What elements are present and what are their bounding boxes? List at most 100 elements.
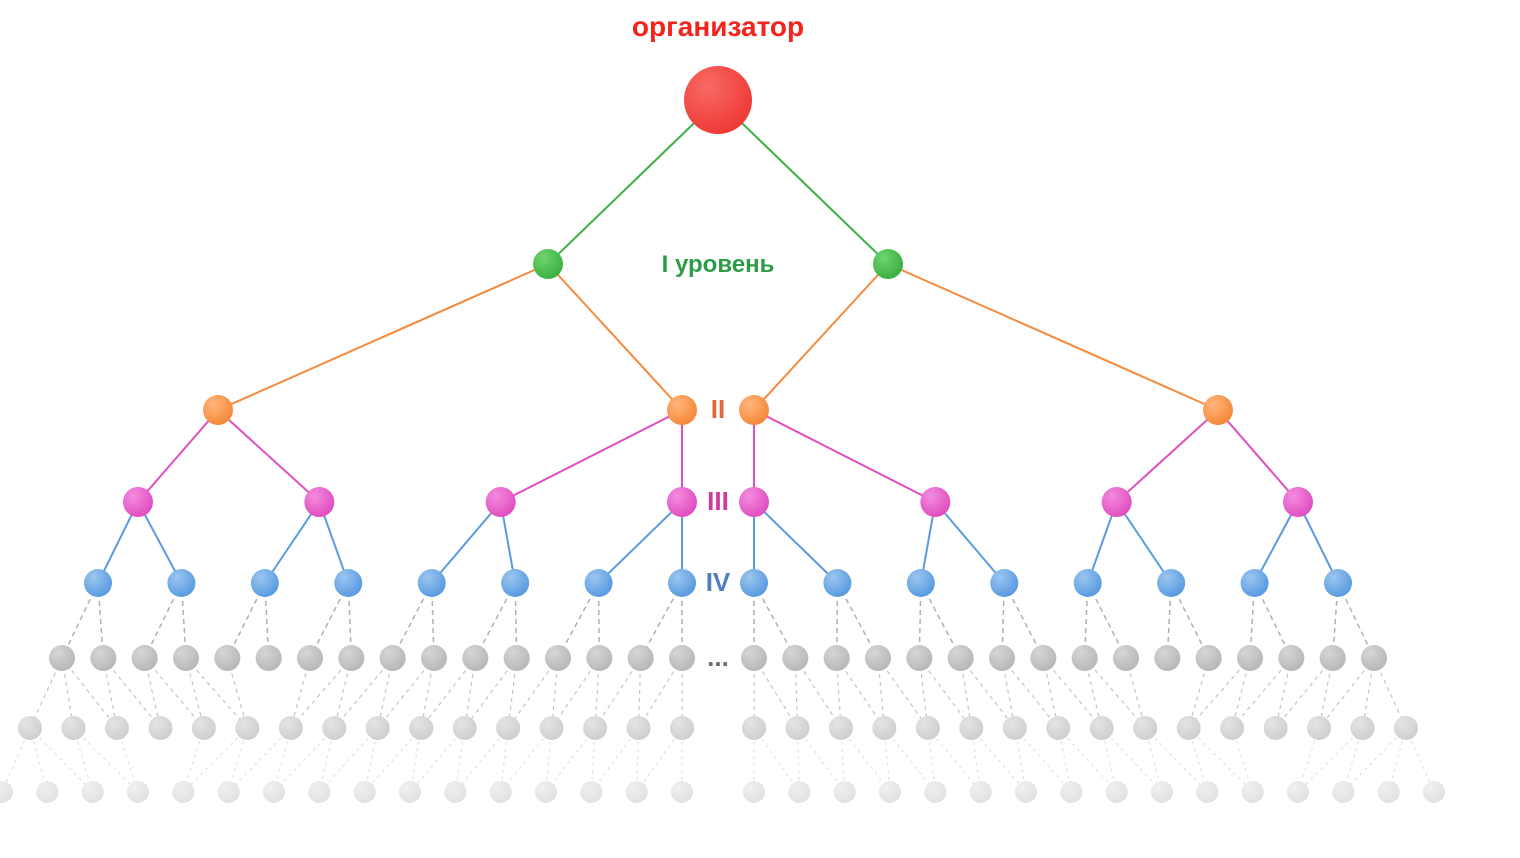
level-7-node <box>218 781 240 803</box>
level-7-node <box>970 781 992 803</box>
level-5-node <box>628 645 654 671</box>
level-6-node <box>18 716 42 740</box>
level-6-node <box>1133 716 1157 740</box>
level-5-node <box>1030 645 1056 671</box>
level-5-node <box>989 645 1015 671</box>
level-2-label: II <box>711 394 725 424</box>
level-5-node <box>669 645 695 671</box>
level-7-node <box>788 781 810 803</box>
level-7-node <box>1242 781 1264 803</box>
level-4-node <box>501 569 529 597</box>
level-6-node <box>192 716 216 740</box>
level-2-node <box>667 395 697 425</box>
level-7-node <box>36 781 58 803</box>
level-5-node <box>782 645 808 671</box>
level-4-label: IV <box>706 567 731 597</box>
level-5-node <box>297 645 323 671</box>
level-6-node <box>1003 716 1027 740</box>
level-6-node <box>540 716 564 740</box>
level-7-node <box>580 781 602 803</box>
level-3-node <box>123 487 153 517</box>
level-6-node <box>1264 716 1288 740</box>
level-5-node <box>586 645 612 671</box>
level-4-node <box>990 569 1018 597</box>
level-5-node <box>462 645 488 671</box>
level-5-node <box>741 645 767 671</box>
level-7-node <box>1106 781 1128 803</box>
level-6-node <box>61 716 85 740</box>
level-7-node <box>490 781 512 803</box>
level-4-node <box>740 569 768 597</box>
root-label: организатор <box>632 11 804 42</box>
level-7-node <box>444 781 466 803</box>
level-5-node <box>1196 645 1222 671</box>
level-4-node <box>907 569 935 597</box>
level-7-node <box>1332 781 1354 803</box>
level-6-node <box>148 716 172 740</box>
level-7-node <box>743 781 765 803</box>
level-5-node <box>948 645 974 671</box>
level-5-node <box>1154 645 1180 671</box>
level-5-node <box>421 645 447 671</box>
level-1-node <box>873 249 903 279</box>
level-3-node <box>304 487 334 517</box>
level-6-node <box>1220 716 1244 740</box>
level-6-node <box>1394 716 1418 740</box>
level-3-node <box>1102 487 1132 517</box>
level-5-label: ... <box>707 642 729 672</box>
level-6-node <box>1351 716 1375 740</box>
level-5-node <box>256 645 282 671</box>
level-3-node <box>667 487 697 517</box>
level-2-node <box>1203 395 1233 425</box>
level-5-node <box>338 645 364 671</box>
level-5-node <box>504 645 530 671</box>
level-5-node <box>132 645 158 671</box>
level-3-node <box>920 487 950 517</box>
level-4-node <box>668 569 696 597</box>
level-6-node <box>1177 716 1201 740</box>
level-3-label: III <box>707 486 729 516</box>
level-6-node <box>105 716 129 740</box>
root-node <box>684 66 752 134</box>
level-5-node <box>1320 645 1346 671</box>
level-7-node <box>1378 781 1400 803</box>
level-7-node <box>354 781 376 803</box>
level-4-node <box>1157 569 1185 597</box>
level-4-node <box>1324 569 1352 597</box>
level-5-node <box>1113 645 1139 671</box>
level-5-node <box>214 645 240 671</box>
level-7-node <box>1151 781 1173 803</box>
level-4-node <box>585 569 613 597</box>
level-4-node <box>1241 569 1269 597</box>
pyramid-tree-diagram: организаторI уровеньIIIIIIV... <box>0 0 1520 858</box>
level-6-node <box>670 716 694 740</box>
level-4-node <box>823 569 851 597</box>
level-5-node <box>906 645 932 671</box>
level-5-node <box>1361 645 1387 671</box>
level-7-node <box>399 781 421 803</box>
level-7-node <box>535 781 557 803</box>
level-6-node <box>742 716 766 740</box>
level-7-node <box>671 781 693 803</box>
level-5-node <box>1237 645 1263 671</box>
level-7-node <box>879 781 901 803</box>
level-7-node <box>1423 781 1445 803</box>
level-5-node <box>380 645 406 671</box>
level-5-node <box>1072 645 1098 671</box>
level-1-label: I уровень <box>662 251 775 278</box>
level-6-node <box>496 716 520 740</box>
level-6-node <box>1307 716 1331 740</box>
level-6-node <box>1046 716 1070 740</box>
level-5-node <box>49 645 75 671</box>
level-3-node <box>739 487 769 517</box>
level-6-node <box>872 716 896 740</box>
level-7-node <box>924 781 946 803</box>
level-3-node <box>1283 487 1313 517</box>
level-7-node <box>1060 781 1082 803</box>
level-6-node <box>829 716 853 740</box>
level-6-node <box>366 716 390 740</box>
level-6-node <box>916 716 940 740</box>
level-5-node <box>865 645 891 671</box>
level-7-node <box>626 781 648 803</box>
level-5-node <box>90 645 116 671</box>
